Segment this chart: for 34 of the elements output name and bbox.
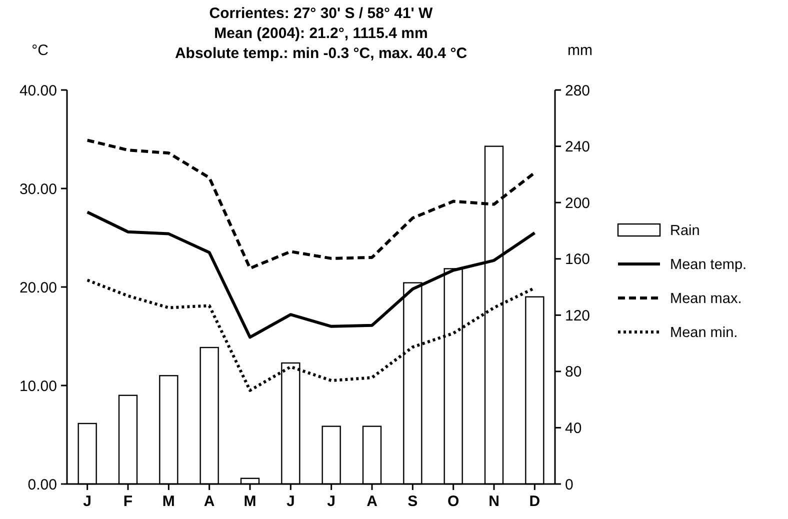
- y-tick-label: 30.00: [19, 180, 57, 198]
- y2-tick-label: 120: [565, 307, 590, 324]
- x-tick-label: N: [488, 493, 500, 510]
- x-tick-label: D: [529, 493, 540, 510]
- chart-title: Corrientes: 27° 30' S / 58° 41' W: [209, 5, 434, 22]
- x-tick-label: M: [162, 493, 175, 510]
- y-tick-label: 40.00: [19, 82, 57, 100]
- y2-tick-label: 160: [565, 251, 590, 268]
- x-tick-label: O: [447, 493, 460, 510]
- y2-tick-label: 0: [565, 476, 574, 494]
- x-tick-label: F: [123, 493, 133, 510]
- legend-label: Mean max.: [670, 291, 742, 308]
- x-tick-label: J: [327, 493, 336, 510]
- y-axis-title: °C: [32, 42, 49, 59]
- chart-subtitle: Mean (2004): 21.2°, 1115.4 mm: [214, 25, 428, 42]
- x-tick-label: S: [408, 493, 418, 510]
- y-tick-label: 10.00: [19, 378, 57, 395]
- y2-tick-label: 240: [565, 138, 590, 156]
- legend-label: Rain: [670, 223, 700, 240]
- y2-tick-label: 80: [565, 364, 582, 381]
- y2-tick-label: 200: [565, 194, 590, 212]
- legend-label: Mean min.: [670, 325, 738, 342]
- y2-tick-label: 40: [565, 420, 582, 437]
- x-tick-label: A: [204, 493, 215, 510]
- legend-label: Mean temp.: [670, 257, 747, 274]
- y2-tick-label: 280: [565, 82, 590, 100]
- text: Absolute temp.: min -0.3 °C, max. 40.4 °C: [174, 45, 468, 62]
- x-tick-label: J: [286, 493, 295, 510]
- y-tick-label: 20.00: [19, 279, 57, 296]
- x-tick-label: A: [366, 493, 378, 510]
- y2-axis-title: mm: [568, 42, 592, 59]
- x-tick-label: J: [83, 493, 92, 510]
- x-tick-label: M: [244, 493, 256, 510]
- y-tick-label: 0.00: [28, 476, 57, 494]
